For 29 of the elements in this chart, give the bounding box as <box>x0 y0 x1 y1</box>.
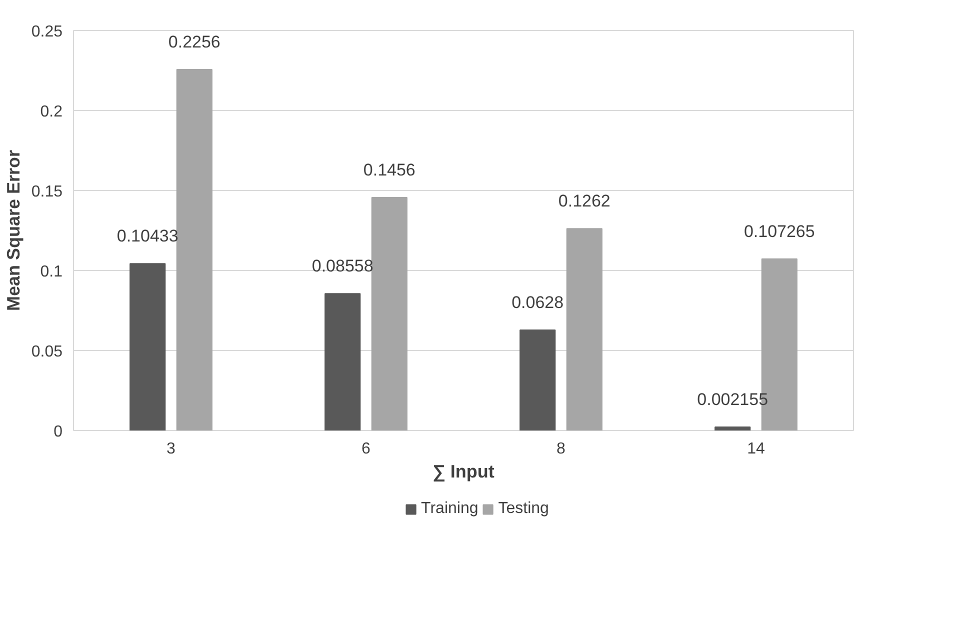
data-label: 0.2256 <box>168 32 220 52</box>
x-tick-label: 8 <box>556 440 566 458</box>
bar <box>714 426 751 430</box>
bar <box>130 263 166 430</box>
data-label: 0.1262 <box>558 192 610 211</box>
data-label: 0.0628 <box>512 293 564 312</box>
y-tick-label: 0.25 <box>31 24 63 40</box>
legend-label: Training <box>421 500 478 518</box>
bar <box>176 69 212 430</box>
y-tick-label: 0 <box>54 424 63 440</box>
y-tick-label: 0.2 <box>40 104 63 120</box>
data-label: 0.107265 <box>744 222 815 241</box>
data-label: 0.002155 <box>697 390 768 410</box>
x-axis-title: ∑ Input <box>432 462 494 482</box>
data-label: 0.08558 <box>312 256 374 276</box>
y-tick-label: 0.15 <box>31 184 63 200</box>
x-tick-label: 14 <box>747 440 765 458</box>
x-tick-label: 6 <box>362 440 371 458</box>
bar <box>324 293 361 430</box>
data-label: 0.1456 <box>363 160 416 180</box>
bar <box>566 228 602 430</box>
data-label: 0.10433 <box>116 226 178 246</box>
bar <box>520 330 556 430</box>
y-axis-title: Mean Square Error <box>3 150 24 312</box>
bar <box>371 197 408 430</box>
x-tick-label: 3 <box>166 440 176 458</box>
y-tick-label: 0.05 <box>31 344 63 360</box>
y-tick-label: 0.1 <box>40 264 63 280</box>
legend-label: Testing <box>498 500 549 518</box>
